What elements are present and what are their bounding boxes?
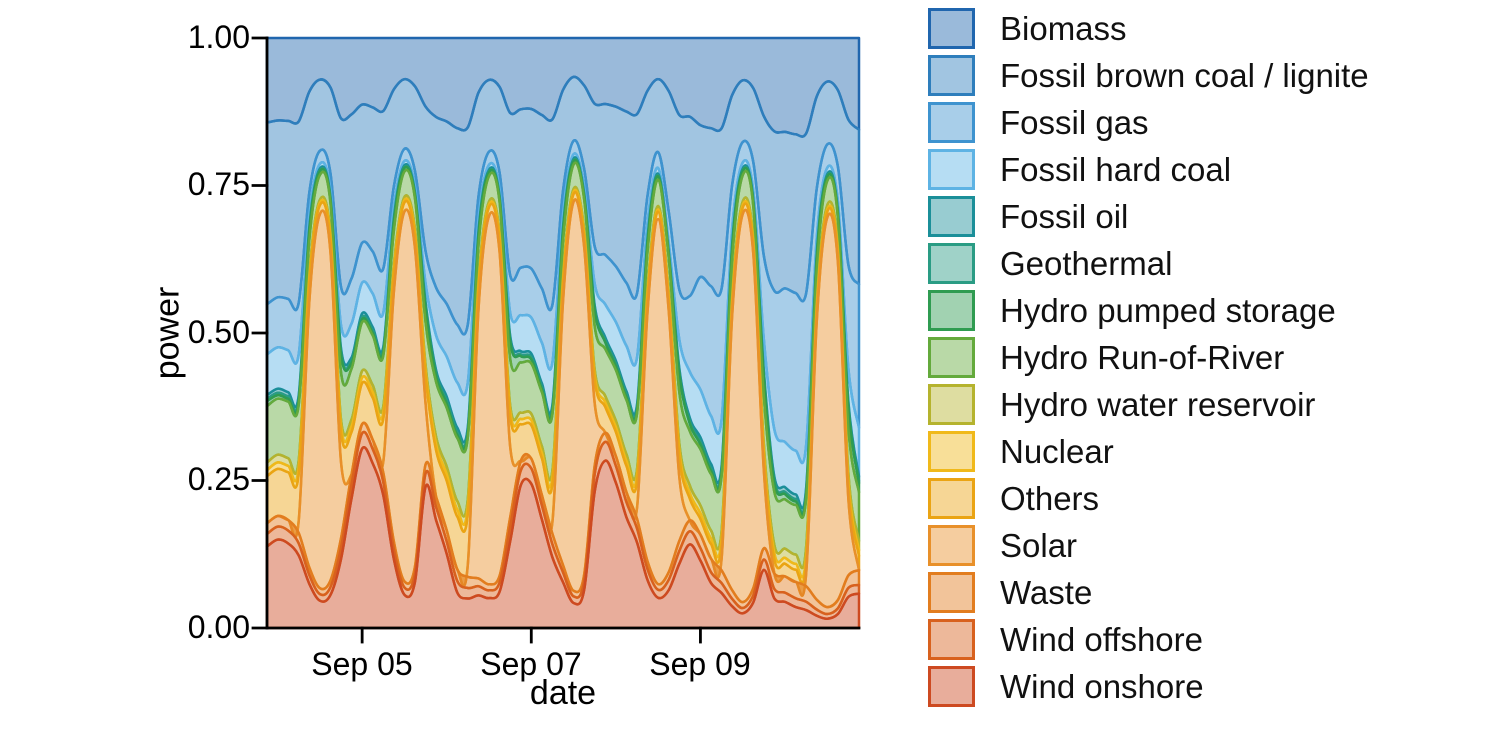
legend-item-biomass: Biomass (928, 8, 1369, 49)
legend-label: Wind onshore (1000, 668, 1204, 705)
legend-label: Fossil hard coal (1000, 151, 1232, 188)
legend-swatch (928, 290, 975, 331)
y-tick-label: 0.75 (187, 166, 250, 202)
legend-swatch (928, 196, 975, 237)
legend-swatch (928, 8, 975, 49)
legend-swatch (928, 431, 975, 472)
legend-swatch (928, 384, 975, 425)
legend-item-others: Others (928, 478, 1369, 519)
legend-item-fossil-hard-coal: Fossil hard coal (928, 149, 1369, 190)
legend-label: Geothermal (1000, 245, 1173, 282)
legend-swatch (928, 572, 975, 613)
legend-label: Fossil gas (1000, 104, 1149, 141)
legend-label: Hydro Run-of-River (1000, 339, 1285, 376)
x-tick-label: Sep 07 (480, 646, 582, 682)
legend-swatch (928, 478, 975, 519)
legend-swatch (928, 149, 975, 190)
y-tick-label: 0.00 (187, 609, 250, 645)
legend-label: Wind offshore (1000, 621, 1203, 658)
legend-item-waste: Waste (928, 572, 1369, 613)
x-axis-title: date (529, 674, 597, 712)
legend-label: Nuclear (1000, 433, 1114, 470)
legend-item-fossil-oil: Fossil oil (928, 196, 1369, 237)
x-tick-label: Sep 09 (649, 646, 751, 682)
legend-label: Waste (1000, 574, 1093, 611)
legend-item-wind-onshore: Wind onshore (928, 666, 1369, 707)
legend-label: Fossil brown coal / lignite (1000, 57, 1369, 94)
legend-label: Hydro pumped storage (1000, 292, 1336, 329)
legend-swatch (928, 102, 975, 143)
y-tick-label: 1.00 (187, 19, 250, 55)
legend-item-wind-offshore: Wind offshore (928, 619, 1369, 660)
y-axis-title: power (148, 286, 187, 380)
legend-swatch (928, 619, 975, 660)
y-tick-label: 0.25 (187, 461, 250, 497)
legend-swatch (928, 243, 975, 284)
legend-label: Fossil oil (1000, 198, 1129, 235)
legend-item-fossil-gas: Fossil gas (928, 102, 1369, 143)
legend-item-hydro-pumped-storage: Hydro pumped storage (928, 290, 1369, 331)
legend: Biomass Fossil brown coal / lignite Foss… (928, 8, 1369, 713)
legend-item-solar: Solar (928, 525, 1369, 566)
legend-item-fossil-brown-coal-lignite: Fossil brown coal / lignite (928, 55, 1369, 96)
legend-item-geothermal: Geothermal (928, 243, 1369, 284)
legend-swatch (928, 666, 975, 707)
x-tick-label: Sep 05 (311, 646, 413, 682)
legend-item-nuclear: Nuclear (928, 431, 1369, 472)
legend-item-hydro-water-reservoir: Hydro water reservoir (928, 384, 1369, 425)
legend-swatch (928, 525, 975, 566)
y-tick-label: 0.50 (187, 314, 250, 350)
legend-item-hydro-run-of-river: Hydro Run-of-River (928, 337, 1369, 378)
legend-swatch (928, 55, 975, 96)
legend-label: Hydro water reservoir (1000, 386, 1316, 423)
legend-swatch (928, 337, 975, 378)
legend-label: Solar (1000, 527, 1078, 564)
legend-label: Biomass (1000, 10, 1127, 47)
legend-label: Others (1000, 480, 1100, 517)
